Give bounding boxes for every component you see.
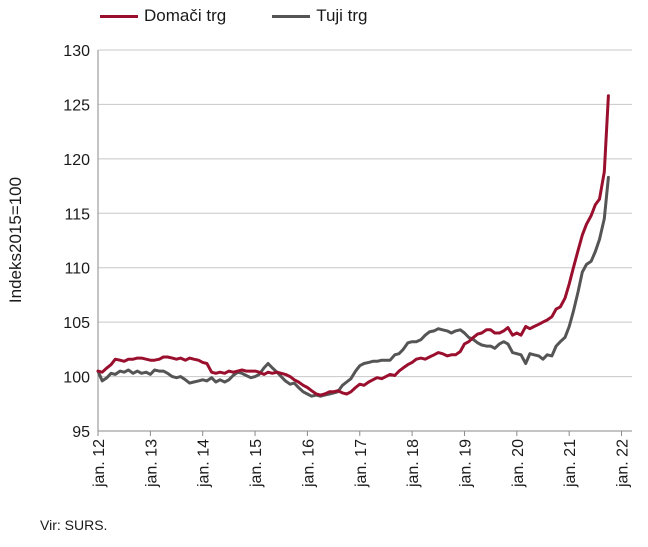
x-tick-label: jan. 13 [143, 439, 160, 488]
y-axis-title: Indeks2015=100 [6, 176, 25, 304]
legend-swatch-foreign [272, 14, 311, 18]
series-line-domestic [96, 94, 610, 397]
legend-item-domestic: Domači trg [100, 6, 226, 26]
y-tick-label: 120 [63, 152, 90, 169]
x-tick-label: jan. 16 [300, 439, 317, 488]
legend-swatch-domestic [100, 14, 138, 18]
y-tick-label: 105 [63, 315, 90, 332]
legend-label-domestic: Domači trg [144, 6, 227, 25]
y-tick-label: 115 [64, 206, 90, 223]
series-lines [96, 94, 610, 398]
x-tick-label: jan. 14 [196, 439, 213, 488]
x-tick-label: jan. 21 [562, 439, 579, 488]
y-tick-label: 100 [63, 370, 90, 387]
x-tick-label: jan. 20 [510, 439, 527, 488]
x-tick-label: jan. 19 [457, 439, 474, 488]
x-tick-labels: jan. 12 jan. 13 jan. 14 jan. 15 jan. 16 jan. … [91, 431, 632, 488]
gridlines [98, 49, 632, 378]
legend-item-foreign: Tuji trg [272, 6, 368, 26]
y-tick-label: 125 [63, 97, 90, 114]
x-tick-label: jan. 17 [353, 439, 370, 488]
y-tick-label: 130 [63, 43, 90, 60]
series-line-foreign [96, 175, 610, 398]
x-tick-label: jan. 22 [615, 439, 632, 488]
x-tick-label: jan. 18 [405, 439, 422, 488]
source-note: Vir: SURS. [40, 517, 108, 533]
x-tick-label: jan. 15 [248, 439, 265, 488]
legend: Domači trg Tuji trg [100, 6, 368, 26]
y-tick-label: 95 [72, 424, 90, 441]
legend-label-foreign: Tuji trg [316, 6, 368, 25]
y-tick-label: 110 [64, 261, 90, 278]
y-tick-labels: 95 100 105 110 115 120 125 130 [63, 43, 90, 441]
x-tick-label: jan. 12 [91, 439, 108, 488]
